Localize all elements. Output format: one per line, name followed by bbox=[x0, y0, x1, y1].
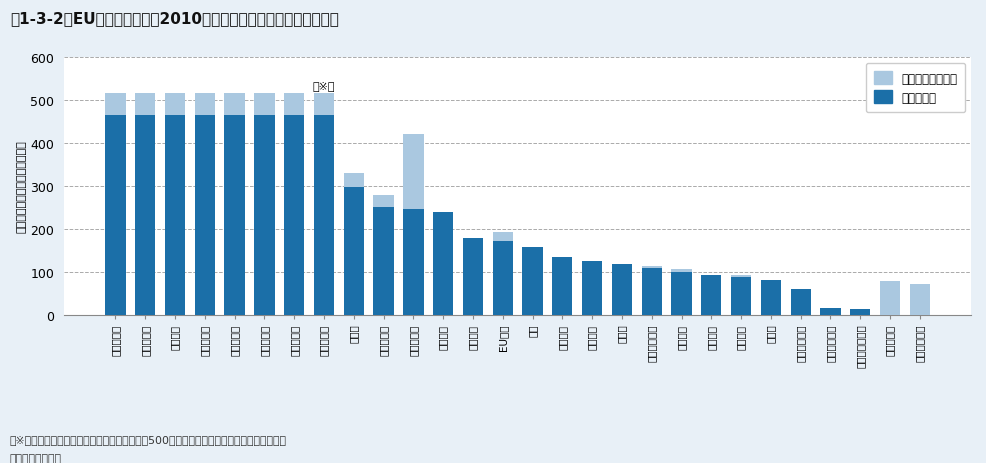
Bar bbox=[106, 115, 125, 315]
Bar bbox=[284, 94, 305, 115]
Bar bbox=[462, 238, 483, 315]
Bar bbox=[493, 241, 513, 315]
Bar bbox=[135, 94, 156, 115]
Bar bbox=[194, 115, 215, 315]
Bar bbox=[671, 272, 691, 315]
Bar bbox=[314, 115, 334, 315]
Text: （※）エストニアからスロベニアについては、500枚以上使用されていると推計されている: （※）エストニアからスロベニアについては、500枚以上使用されていると推計されて… bbox=[10, 434, 287, 444]
Bar bbox=[642, 269, 662, 315]
Bar bbox=[642, 266, 662, 269]
Bar bbox=[910, 284, 930, 315]
Bar bbox=[106, 94, 125, 115]
Bar bbox=[374, 208, 393, 315]
Bar bbox=[165, 94, 185, 115]
Bar bbox=[611, 265, 632, 315]
Bar bbox=[225, 115, 245, 315]
Legend: リユース可能な袋, 使い捨て袋: リユース可能な袋, 使い捨て袋 bbox=[866, 64, 965, 113]
Bar bbox=[344, 174, 364, 187]
Text: （※）: （※） bbox=[313, 81, 335, 90]
Bar bbox=[671, 270, 691, 272]
Y-axis label: （年間一人当たりの使用枚数）: （年間一人当たりの使用枚数） bbox=[16, 140, 27, 232]
Bar bbox=[165, 115, 185, 315]
Text: 資料：欧州委員会: 資料：欧州委員会 bbox=[10, 453, 62, 463]
Bar bbox=[731, 275, 751, 278]
Bar bbox=[284, 115, 305, 315]
Bar bbox=[374, 196, 393, 208]
Text: 図1-3-2　EU加盟国における2010年もしくは直近年のレジ袋使用量: 図1-3-2 EU加盟国における2010年もしくは直近年のレジ袋使用量 bbox=[10, 12, 339, 26]
Bar bbox=[820, 308, 841, 315]
Bar bbox=[254, 94, 274, 115]
Bar bbox=[254, 115, 274, 315]
Bar bbox=[225, 94, 245, 115]
Bar bbox=[582, 261, 602, 315]
Bar bbox=[344, 187, 364, 315]
Bar bbox=[791, 289, 810, 315]
Bar bbox=[403, 210, 424, 315]
Bar bbox=[135, 115, 156, 315]
Bar bbox=[194, 94, 215, 115]
Bar bbox=[433, 212, 454, 315]
Bar bbox=[552, 257, 573, 315]
Bar bbox=[493, 232, 513, 241]
Bar bbox=[403, 135, 424, 210]
Bar bbox=[761, 281, 781, 315]
Bar bbox=[523, 248, 542, 315]
Bar bbox=[731, 278, 751, 315]
Bar bbox=[880, 282, 900, 315]
Bar bbox=[701, 275, 722, 315]
Bar bbox=[314, 94, 334, 115]
Bar bbox=[850, 309, 871, 315]
